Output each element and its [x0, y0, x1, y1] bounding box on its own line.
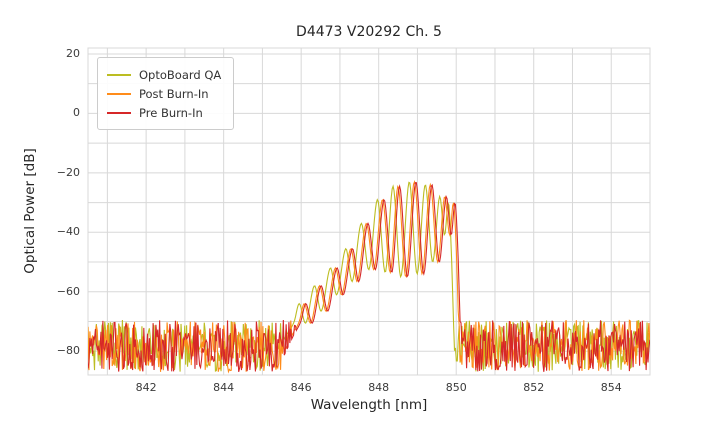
- legend-entry: OptoBoard QA: [107, 65, 221, 84]
- x-tick-label: 846: [290, 381, 312, 394]
- x-tick-label: 854: [600, 381, 622, 394]
- series-lines: [88, 179, 650, 374]
- legend-label: Post Burn-In: [139, 86, 209, 101]
- series-line-pre-burn-in: [88, 182, 650, 372]
- y-tick-label: −40: [56, 225, 80, 239]
- y-tick-label: −60: [56, 284, 80, 298]
- x-tick-label: 852: [523, 381, 545, 394]
- legend-entry: Post Burn-In: [107, 84, 221, 103]
- legend-line-swatch: [107, 111, 131, 114]
- x-tick-label: 848: [368, 381, 390, 394]
- x-axis-label: Wavelength [nm]: [310, 397, 428, 413]
- legend-line-swatch: [107, 73, 131, 76]
- legend-label: OptoBoard QA: [139, 67, 222, 82]
- y-tick-label: −80: [56, 344, 80, 358]
- legend-entry: Pre Burn-In: [107, 103, 221, 122]
- x-tick-label: 842: [135, 381, 157, 394]
- legend-line-swatch: [107, 92, 131, 95]
- plot-frame: [87, 47, 651, 376]
- legend: OptoBoard QA Post Burn-In Pre Burn-In: [97, 57, 235, 130]
- y-tick-label: −20: [56, 165, 80, 179]
- chart-title: D4473 V20292 Ch. 5: [296, 24, 442, 40]
- x-tick-label: 844: [213, 381, 235, 394]
- series-line-optoboard-qa: [88, 181, 650, 372]
- y-tick-label: 20: [66, 46, 80, 60]
- legend-label: Pre Burn-In: [139, 105, 203, 120]
- x-tick-label: 850: [445, 381, 467, 394]
- y-tick-label: 0: [73, 106, 80, 120]
